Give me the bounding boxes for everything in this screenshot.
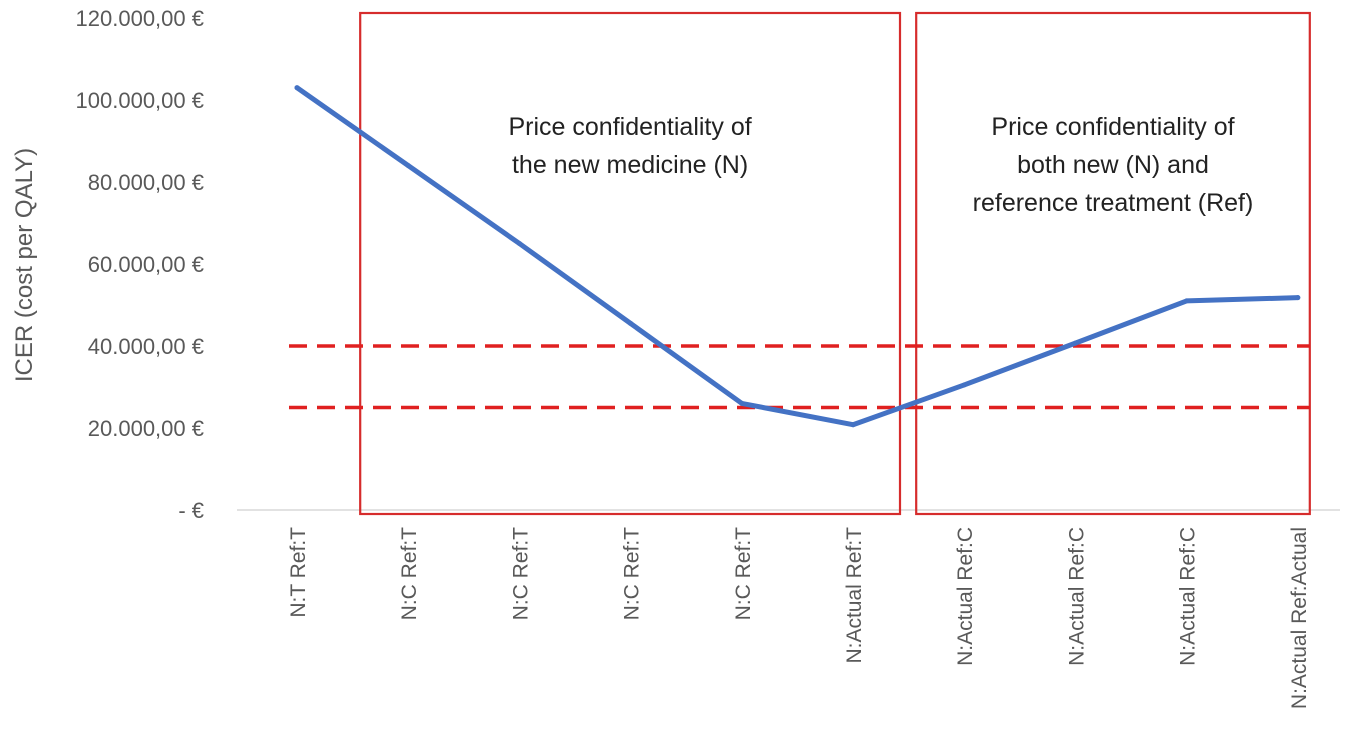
annotation-text: reference treatment (Ref) <box>973 189 1254 217</box>
series-line <box>294 85 1301 428</box>
data-point <box>405 163 411 169</box>
data-point <box>961 382 967 388</box>
x-tick-label: N:Actual Ref:T <box>843 527 866 664</box>
y-tick-label: 60.000,00 € <box>88 252 204 277</box>
annotation-text: Price confidentiality of <box>991 113 1234 141</box>
data-point <box>294 85 300 91</box>
annotation-box <box>359 11 902 516</box>
data-point <box>850 422 856 428</box>
series-group <box>294 85 1301 428</box>
data-point <box>1184 298 1190 304</box>
data-point <box>628 320 634 326</box>
data-point <box>1295 295 1301 301</box>
y-tick-label: - € <box>178 498 204 523</box>
annotation-text: both new (N) and <box>1017 151 1209 179</box>
y-tick-label: 40.000,00 € <box>88 334 204 359</box>
x-tick-label: N:C Ref:T <box>509 527 532 621</box>
y-axis-ticks: - € 20.000,00 € 40.000,00 € 60.000,00 € 80.0… <box>76 6 204 523</box>
data-point <box>1072 340 1078 346</box>
x-tick-label: N:C Ref:T <box>398 527 421 621</box>
annotation-boxes <box>359 11 1311 516</box>
x-tick-label: N:C Ref:T <box>621 527 644 621</box>
threshold-lines <box>289 344 1310 410</box>
y-axis-label: ICER (cost per QALY) <box>11 148 38 382</box>
x-tick-label: N:C Ref:T <box>732 527 755 621</box>
annotation-text: Price confidentiality of <box>509 113 752 141</box>
x-tick-label: N:Actual Ref:Actual <box>1288 527 1311 709</box>
x-tick-label: N:T Ref:T <box>287 527 310 618</box>
data-point <box>739 400 745 406</box>
y-tick-label: 120.000,00 € <box>76 6 204 31</box>
annotation-text: the new medicine (N) <box>512 151 748 179</box>
y-tick-label: 100.000,00 € <box>76 88 204 113</box>
data-point <box>516 241 522 246</box>
x-tick-label: N:Actual Ref:C <box>1065 527 1088 666</box>
x-tick-label: N:Actual Ref:C <box>954 527 977 666</box>
x-tick-label: N:Actual Ref:C <box>1177 527 1200 666</box>
annotation-texts: Price confidentiality of the new medicine… <box>509 113 1254 217</box>
y-tick-label: 80.000,00 € <box>88 170 204 195</box>
annotation-box <box>915 11 1311 516</box>
x-axis-categories: N:T Ref:T N:C Ref:T N:C Ref:T N:C Ref:T N:C … <box>287 527 1311 709</box>
y-tick-label: 20.000,00 € <box>88 416 204 441</box>
